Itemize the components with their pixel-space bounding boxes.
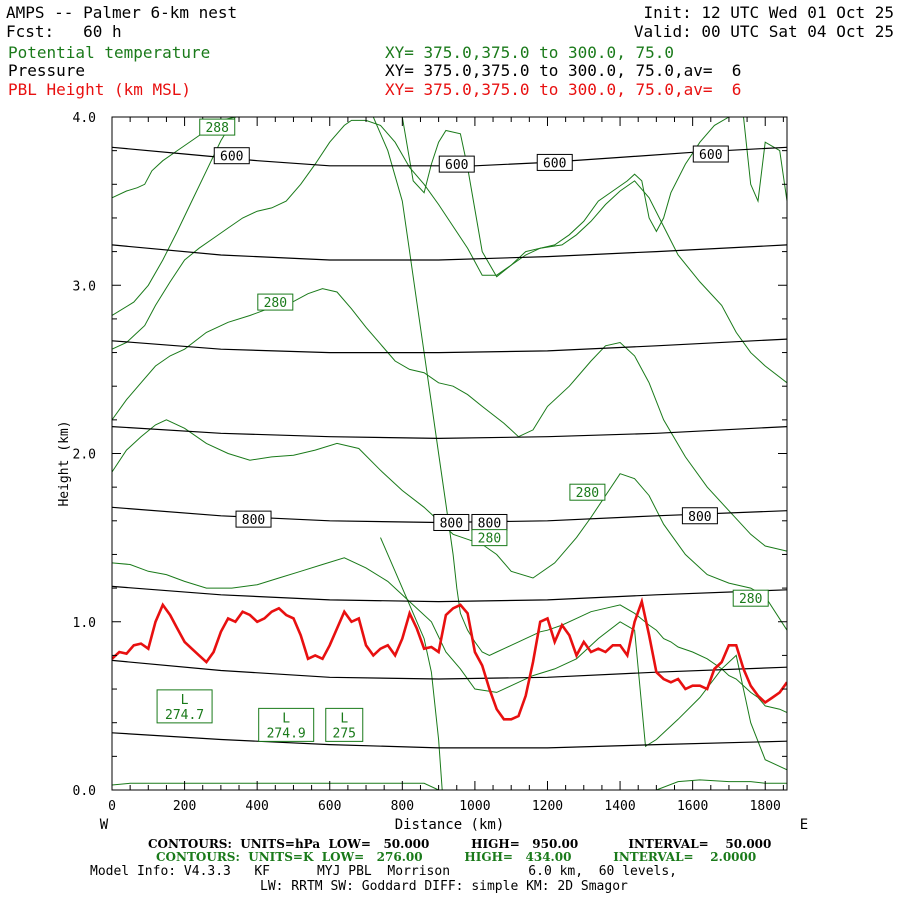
footer-model-info: Model Info: V4.3.3 KF MYJ PBL Morrison 6… [90,864,677,879]
theta-contour-3 [112,288,787,552]
east-label: E [800,817,808,833]
y-tick-label: 3.0 [73,279,96,294]
theta-contour-2 [112,419,787,631]
x-tick-label: 1200 [532,799,563,814]
theta-label-box [569,483,606,501]
pressure-contour-3 [112,426,787,440]
theta-contour-0 [112,779,787,790]
y-axis-label: Height (km) [57,420,72,506]
theta-label-box [199,118,236,136]
low-label-letter: L [340,711,348,726]
pressure-label: 800 [440,516,463,531]
theta-label-box [257,293,294,311]
theta-contour-9 [380,537,443,790]
field3-name: PBL Height (km MSL) [8,80,192,99]
x-axis-label: Distance (km) [395,817,505,833]
header-fcst: Fcst: 60 h [6,22,122,41]
low-label-value: 275 [333,726,356,741]
field2-name: Pressure [8,61,86,80]
pressure-label-box [438,155,475,173]
theta-label: 280 [478,532,501,547]
theta-contour-7 [329,117,737,278]
theta-contour-1 [112,557,787,771]
pressure-label: 800 [688,510,711,525]
x-tick-label: 1000 [459,799,490,814]
pressure-contour-5 [112,585,787,603]
header-valid: Valid: 00 UTC Sat 04 Oct 25 [633,22,894,41]
field1-name: Potential temperature [8,43,211,62]
low-label-letter: L [282,711,290,726]
pressure-label-box [692,145,729,163]
y-tick-label: 4.0 [73,111,96,126]
pressure-contour-1 [112,244,787,261]
x-tick-label: 800 [391,799,414,814]
low-label-value: 274.9 [267,726,306,741]
field1-xy: XY= 375.0,375.0 to 300.0, 75.0 [385,43,674,62]
header-init: Init: 12 UTC Wed 01 Oct 25 [643,3,894,22]
header-title: AMPS -- Palmer 6-km nest [6,3,238,22]
theta-contour-4 [112,119,787,384]
x-tick-label: 1400 [604,799,635,814]
x-tick-label: 400 [245,799,268,814]
pressure-label: 800 [478,516,501,531]
pressure-label: 600 [220,150,243,165]
pressure-contour-6 [112,659,787,680]
x-tick-label: 0 [108,799,116,814]
x-tick-label: 1600 [677,799,708,814]
theta-label-box [471,529,508,547]
x-tick-label: 600 [318,799,341,814]
theta-contour-5 [112,117,635,199]
pressure-label-box [536,153,573,171]
pressure-label: 600 [699,148,722,163]
x-tick-label: 1800 [750,799,781,814]
y-tick-label: 1.0 [73,616,96,631]
pressure-contour-2 [112,338,787,354]
y-tick-label: 2.0 [73,448,96,463]
pressure-label-box [235,510,272,528]
west-label: W [100,817,109,833]
low-label-letter: L [181,693,189,708]
theta-label: 280 [264,296,287,311]
pressure-contour-7 [112,732,787,749]
y-tick-label: 0.0 [73,784,96,799]
pressure-label-box [433,513,470,531]
theta-label: 288 [205,121,228,136]
theta-label: 280 [739,592,762,607]
field3-xy: XY= 375.0,375.0 to 300.0, 75.0,av= 6 [385,80,742,99]
theta-contour-8 [372,117,787,714]
low-label-box [156,689,213,724]
pbl-height-line [112,596,787,721]
pressure-label: 600 [445,158,468,173]
pressure-label-box [681,507,718,525]
x-tick-label: 200 [173,799,196,814]
theta-label-box [732,589,769,607]
low-label-box [258,707,315,742]
pressure-label: 800 [242,513,265,528]
low-label-box [325,707,364,742]
pressure-label: 600 [543,156,566,171]
field2-xy: XY= 375.0,375.0 to 300.0, 75.0,av= 6 [385,61,742,80]
low-label-value: 274.7 [165,708,204,723]
pressure-label-box [213,147,250,165]
theta-contour-6 [112,117,787,316]
footer-contours-k: CONTOURS: UNITS=K LOW= 276.00 HIGH= 434.… [156,850,757,864]
theta-label: 280 [576,486,599,501]
footer-contours-hpa: CONTOURS: UNITS=hPa LOW= 50.000 HIGH= 95… [148,837,772,851]
footer-physics: LW: RRTM SW: Goddard DIFF: simple KM: 2D… [260,879,628,894]
